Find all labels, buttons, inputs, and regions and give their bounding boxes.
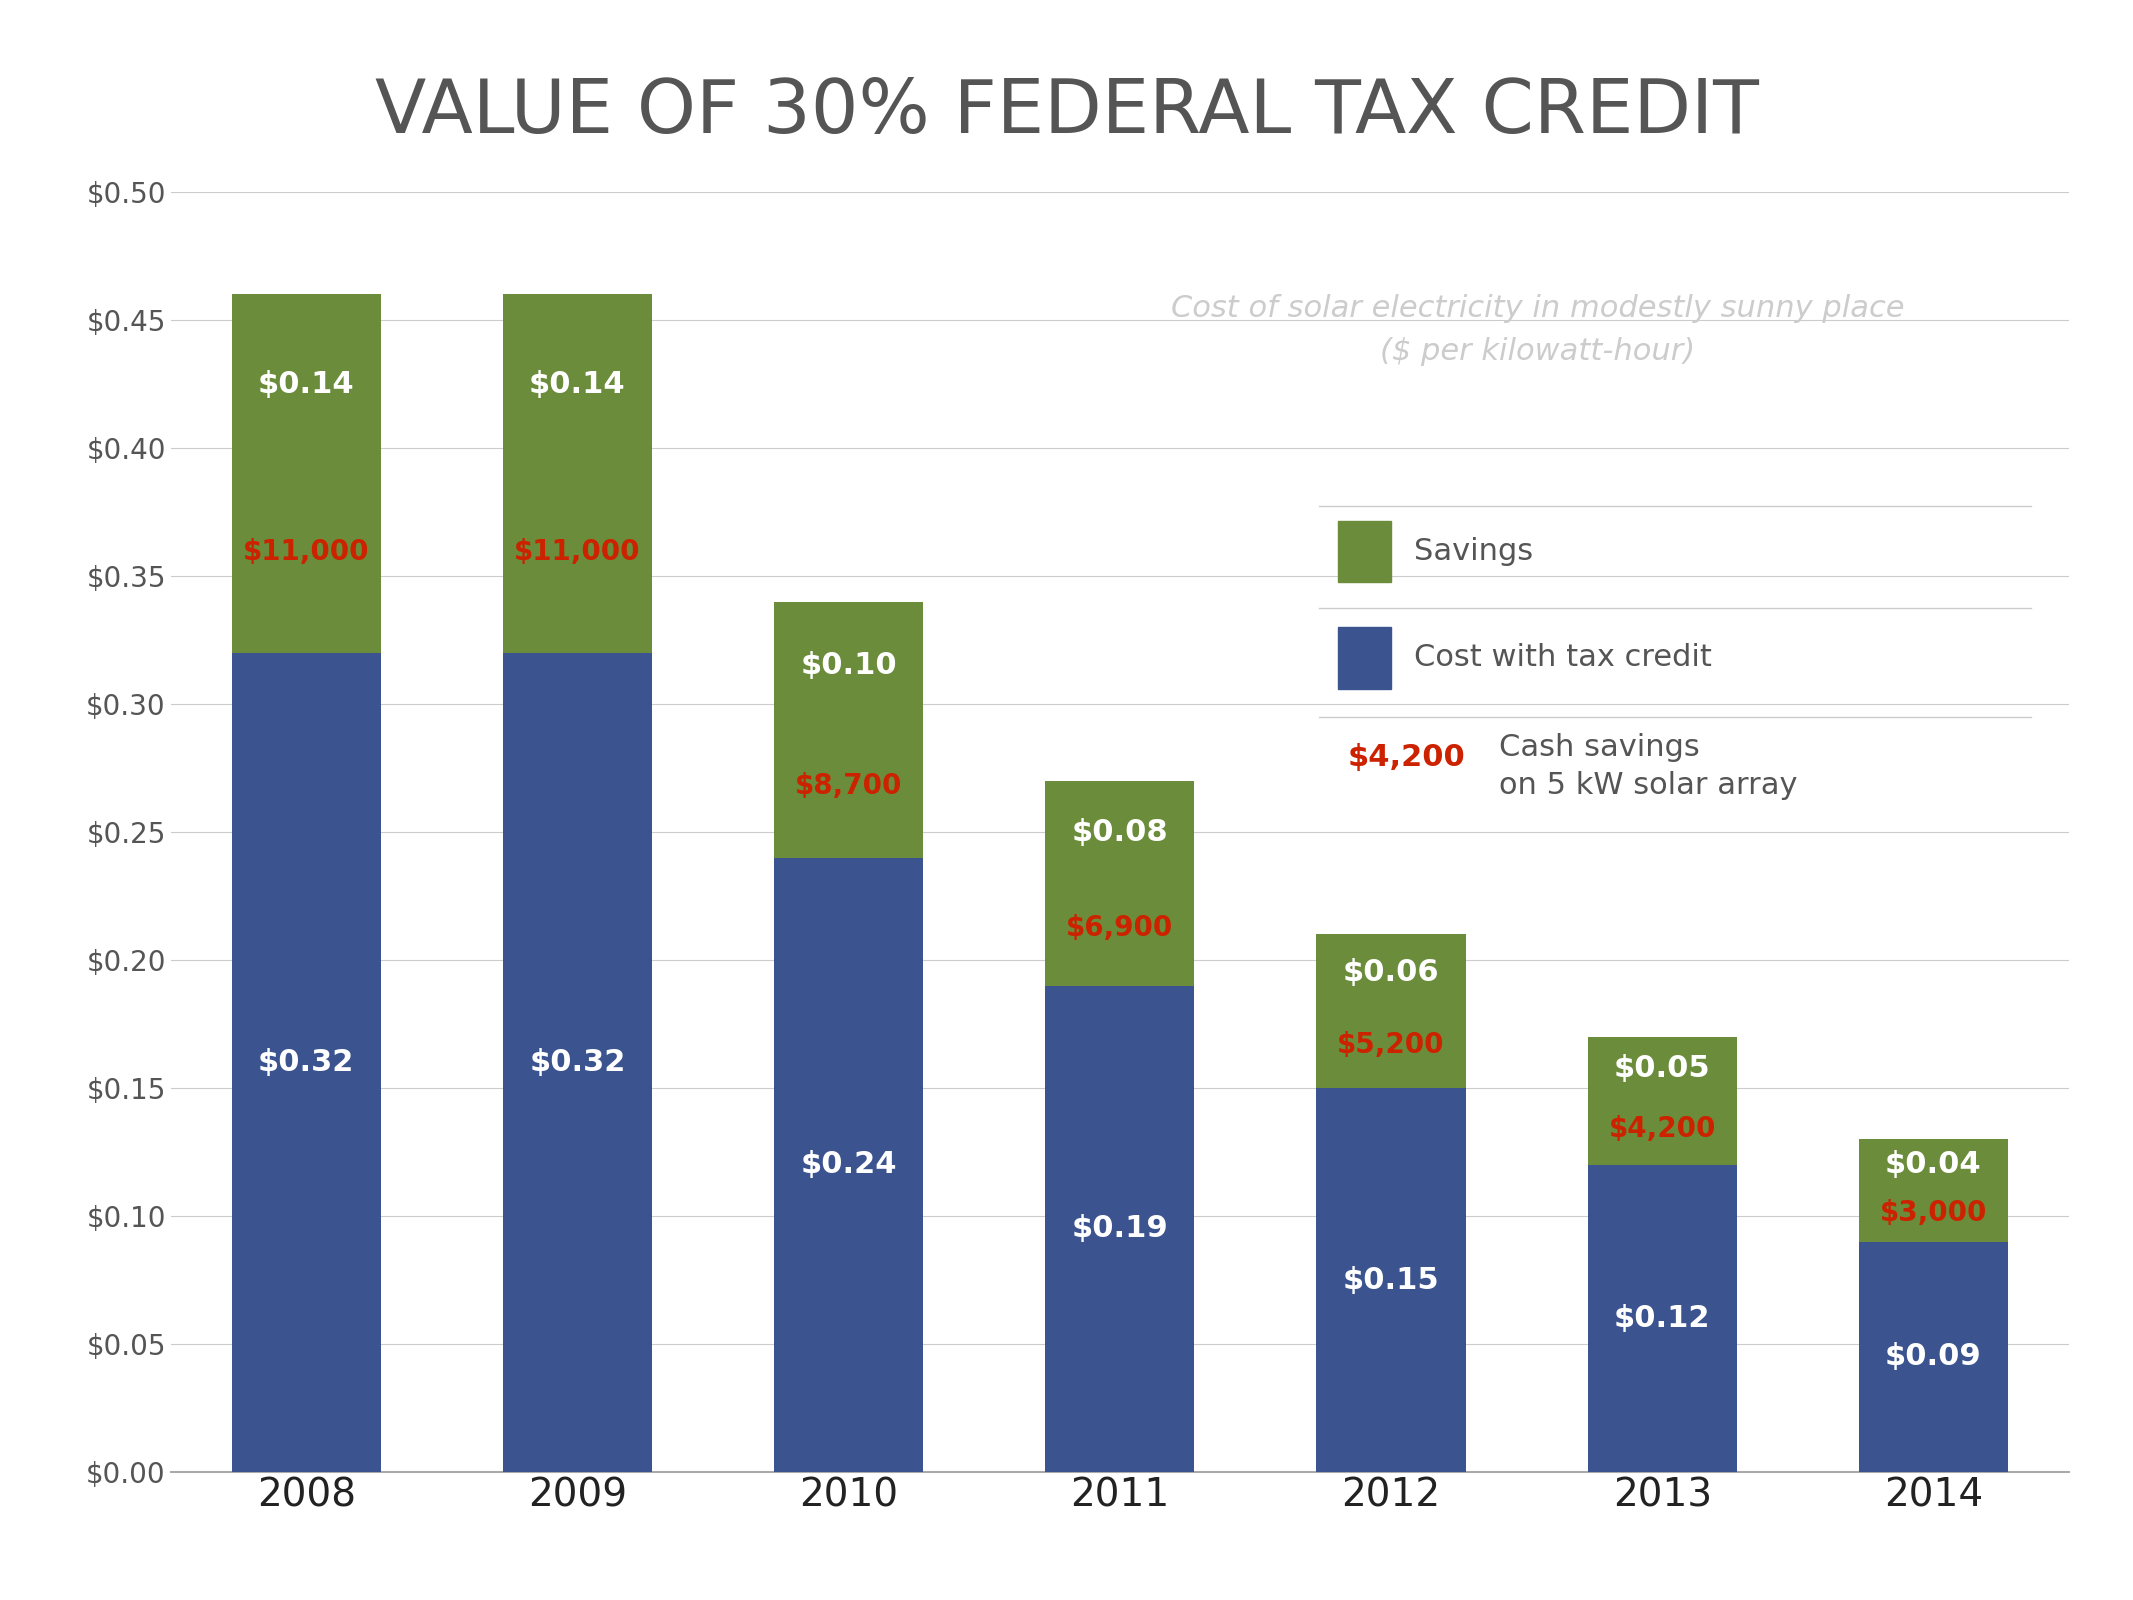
Text: VALUE OF 30% FEDERAL TAX CREDIT: VALUE OF 30% FEDERAL TAX CREDIT	[375, 75, 1758, 149]
Text: $0.10: $0.10	[800, 651, 898, 680]
Bar	[774, 858, 924, 1472]
Text: $11,000: $11,000	[243, 539, 369, 566]
Bar	[774, 602, 924, 858]
Text: $0.14: $0.14	[258, 370, 354, 398]
Text: $0.04: $0.04	[1886, 1150, 1982, 1179]
Text: Savings: Savings	[1414, 538, 1534, 566]
Text: $0.32: $0.32	[258, 1048, 354, 1077]
Text: $6,900: $6,900	[1066, 914, 1173, 942]
Text: Cash savings: Cash savings	[1499, 733, 1700, 762]
Text: $0.14: $0.14	[529, 370, 625, 398]
Text: Cost with tax credit: Cost with tax credit	[1414, 643, 1713, 672]
Bar	[1858, 1242, 2007, 1472]
Bar	[1858, 1139, 2007, 1242]
Text: $3,000: $3,000	[1879, 1198, 1988, 1227]
Bar	[1587, 1037, 1736, 1165]
FancyBboxPatch shape	[1337, 522, 1391, 582]
Bar	[1587, 1165, 1736, 1472]
Bar	[232, 294, 382, 653]
Text: $5,200: $5,200	[1337, 1030, 1444, 1059]
Text: $4,200: $4,200	[1608, 1115, 1715, 1142]
Bar	[1045, 781, 1194, 986]
Text: on 5 kW solar array: on 5 kW solar array	[1499, 771, 1798, 800]
Bar	[1316, 1088, 1465, 1472]
Text: $0.12: $0.12	[1615, 1304, 1711, 1333]
Text: $0.15: $0.15	[1342, 1266, 1440, 1294]
Text: $11,000: $11,000	[514, 539, 640, 566]
Bar	[503, 653, 653, 1472]
Bar	[1316, 934, 1465, 1088]
Text: Cost of solar electricity in modestly sunny place
($ per kilowatt-hour): Cost of solar electricity in modestly su…	[1171, 294, 1905, 366]
Text: $0.19: $0.19	[1071, 1214, 1169, 1243]
Bar	[1045, 986, 1194, 1472]
FancyBboxPatch shape	[1337, 627, 1391, 688]
Bar	[503, 294, 653, 653]
Text: $0.32: $0.32	[529, 1048, 625, 1077]
Text: $4,200: $4,200	[1348, 744, 1465, 773]
Bar	[232, 653, 382, 1472]
Text: $0.05: $0.05	[1615, 1054, 1711, 1083]
Text: $0.09: $0.09	[1886, 1342, 1982, 1371]
Text: $0.08: $0.08	[1071, 818, 1169, 846]
Text: $8,700: $8,700	[796, 771, 902, 800]
Text: $0.06: $0.06	[1342, 958, 1440, 987]
Text: $0.24: $0.24	[800, 1150, 896, 1179]
